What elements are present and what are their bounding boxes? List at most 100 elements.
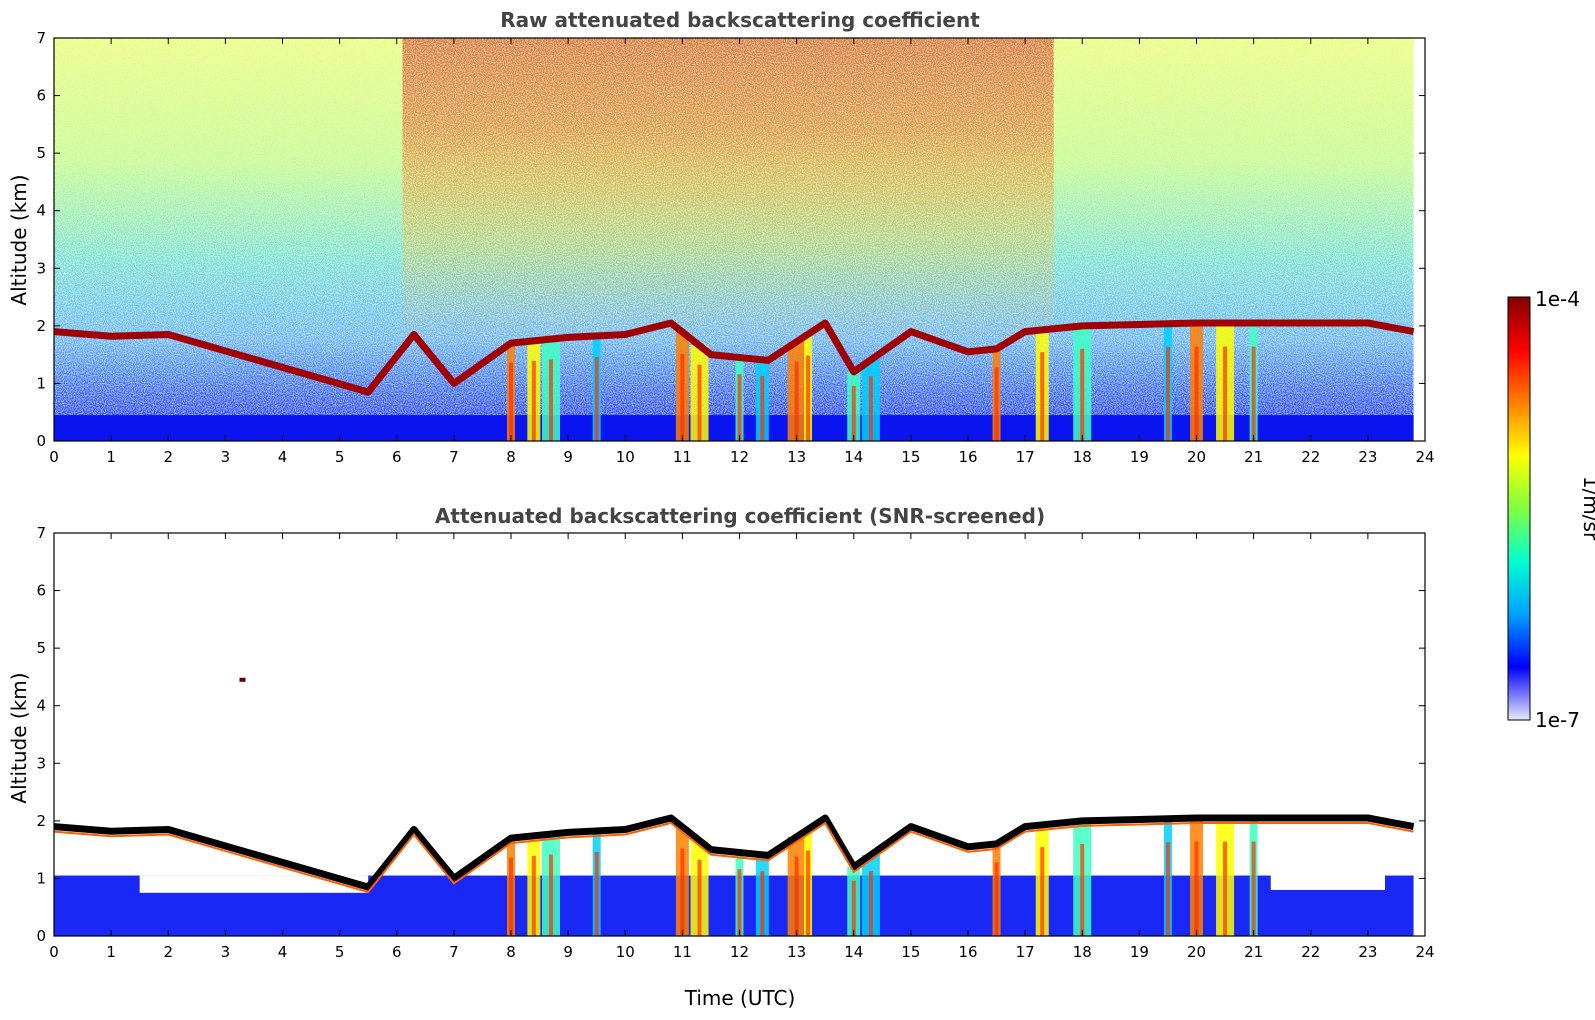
precip-core — [806, 850, 811, 936]
x-tick-label: 2 — [163, 943, 173, 961]
x-tick-label: 9 — [563, 943, 573, 961]
x-tick-label: 21 — [1244, 448, 1263, 466]
x-tick-label: 7 — [449, 943, 459, 961]
x-tick-label: 4 — [278, 448, 288, 466]
x-tick-label: 20 — [1187, 448, 1206, 466]
raw-backscatter-panel: Raw attenuated backscattering coefficien… — [7, 8, 1435, 466]
precip-core — [868, 376, 873, 441]
x-tick-label: 12 — [730, 943, 749, 961]
y-tick-label: 3 — [36, 259, 46, 277]
y-tick-label: 7 — [36, 29, 46, 47]
cloud-base-layer — [54, 814, 1415, 891]
precip-core — [737, 869, 742, 936]
y-tick-label: 4 — [36, 202, 46, 220]
precip-core — [697, 364, 702, 441]
x-tick-label: 8 — [506, 448, 516, 466]
y-tick-label: 6 — [36, 582, 46, 600]
precip-core — [806, 355, 811, 441]
heatmap-cells — [54, 38, 1415, 441]
y-tick-label: 6 — [36, 87, 46, 105]
top-x-ticks: 0 1 2 3 4 5 6 7 8 9 10 11 12 13 14 15 16 17 18 19 20 21 22 23 24 — [49, 38, 1435, 466]
precip-core — [1251, 841, 1256, 936]
x-tick-label: 15 — [901, 943, 920, 961]
precip-core — [1165, 347, 1170, 441]
x-tick-label: 12 — [730, 448, 749, 466]
x-tick-label: 1 — [106, 448, 116, 466]
bottom-y-ticks: 0 1 2 3 4 5 6 7 — [36, 524, 1425, 945]
x-tick-label: 16 — [958, 943, 977, 961]
precip-core — [851, 385, 856, 441]
x-tick-label: 14 — [844, 448, 863, 466]
heatmap-cells — [54, 677, 1415, 936]
x-tick-label: 24 — [1415, 448, 1434, 466]
colorbar-units-label: 1/m/sr — [1579, 476, 1595, 541]
y-tick-label: 2 — [36, 317, 46, 335]
colorbar-min-label: 1e-7 — [1535, 708, 1580, 732]
y-tick-label: 4 — [36, 697, 46, 715]
x-tick-label: 11 — [673, 448, 692, 466]
x-tick-label: 5 — [335, 943, 345, 961]
x-tick-label: 18 — [1073, 448, 1092, 466]
precip-core — [1251, 346, 1256, 441]
top-y-axis-label: Altitude (km) — [7, 174, 31, 305]
precip-core — [737, 374, 742, 441]
top-y-ticks: 0 1 2 3 4 5 6 7 — [36, 29, 1425, 450]
x-tick-label: 7 — [449, 448, 459, 466]
y-tick-label: 2 — [36, 812, 46, 830]
precip-core — [680, 848, 685, 936]
precip-core — [531, 360, 536, 441]
x-tick-label: 23 — [1358, 448, 1377, 466]
precip-core — [760, 376, 765, 441]
cloud-base-edge — [54, 821, 1414, 894]
y-tick-label: 7 — [36, 524, 46, 542]
isolated-feature — [239, 677, 246, 682]
precip-core — [794, 361, 799, 441]
screened-gap — [1270, 838, 1386, 890]
precip-core — [1194, 841, 1199, 936]
precip-core — [594, 851, 599, 936]
precip-core — [531, 855, 536, 936]
raw-heatmap-area — [53, 37, 1426, 442]
x-tick-label: 21 — [1244, 943, 1263, 961]
x-tick-label: 13 — [787, 943, 806, 961]
colorbar-gradient — [1507, 296, 1531, 721]
x-tick-label: 11 — [673, 943, 692, 961]
precip-core — [697, 859, 702, 936]
bottom-y-axis-label: Altitude (km) — [7, 672, 31, 803]
screened-gap — [139, 875, 369, 893]
x-tick-label: 0 — [49, 448, 59, 466]
precip-core — [509, 857, 513, 936]
x-tick-label: 5 — [335, 448, 345, 466]
precip-core — [1194, 346, 1199, 441]
x-tick-label: 0 — [49, 943, 59, 961]
precip-core — [1080, 348, 1085, 441]
precip-core — [1080, 843, 1085, 936]
x-tick-label: 18 — [1073, 943, 1092, 961]
x-tick-label: 15 — [901, 448, 920, 466]
precip-core — [548, 359, 553, 441]
colorbar-max-label: 1e-4 — [1535, 287, 1580, 311]
precip-core — [760, 871, 765, 936]
x-tick-label: 6 — [392, 943, 402, 961]
y-tick-label: 0 — [36, 432, 46, 450]
x-tick-label: 10 — [616, 943, 635, 961]
speckle — [54, 38, 1414, 441]
x-tick-label: 17 — [1016, 943, 1035, 961]
y-tick-label: 5 — [36, 144, 46, 162]
x-tick-label: 3 — [221, 943, 231, 961]
x-tick-label: 24 — [1415, 943, 1434, 961]
x-tick-label: 22 — [1301, 448, 1320, 466]
precip-core — [1040, 847, 1045, 936]
x-tick-label: 1 — [106, 943, 116, 961]
precip-core — [680, 353, 685, 441]
colorbar: 1e-4 1e-7 1/m/sr — [1507, 287, 1595, 732]
precip-core — [1165, 842, 1170, 936]
precip-core — [851, 880, 856, 936]
precip-core — [1223, 346, 1228, 441]
x-tick-label: 22 — [1301, 943, 1320, 961]
x-tick-label: 23 — [1358, 943, 1377, 961]
x-tick-label: 19 — [1130, 943, 1149, 961]
x-tick-label: 8 — [506, 943, 516, 961]
precip-core — [548, 854, 553, 936]
